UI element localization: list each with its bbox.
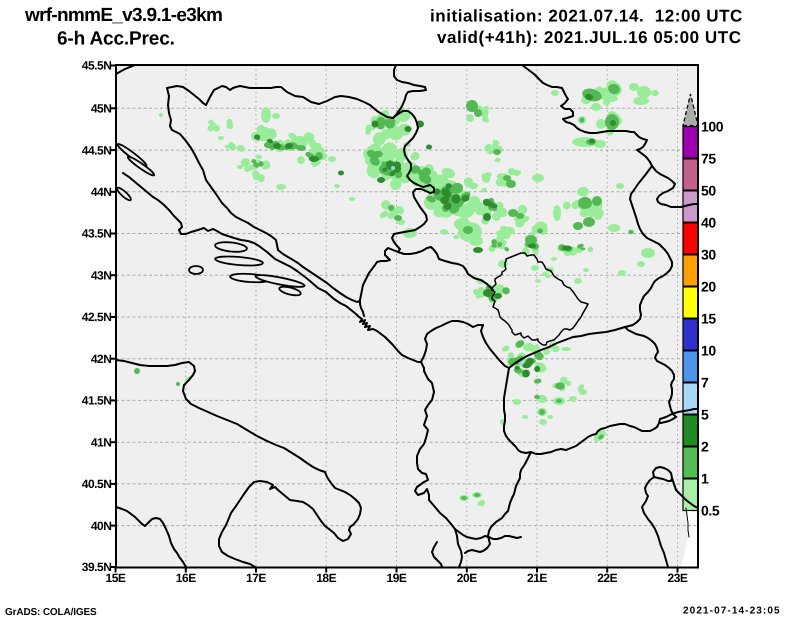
svg-text:15E: 15E xyxy=(105,571,125,585)
svg-text:0.5: 0.5 xyxy=(701,503,720,519)
svg-text:40N: 40N xyxy=(91,519,112,533)
svg-text:43.5N: 43.5N xyxy=(82,227,112,241)
svg-text:75: 75 xyxy=(701,151,716,167)
svg-text:1: 1 xyxy=(701,471,709,487)
svg-text:valid(+41h): 2021.JUL.16 05:00: valid(+41h): 2021.JUL.16 05:00 UTC xyxy=(437,28,742,47)
svg-text:16E: 16E xyxy=(176,571,196,585)
svg-text:15: 15 xyxy=(701,311,716,327)
svg-text:18E: 18E xyxy=(316,571,336,585)
svg-text:30: 30 xyxy=(701,247,716,263)
svg-text:50: 50 xyxy=(701,183,716,199)
svg-text:43N: 43N xyxy=(91,268,112,282)
svg-text:39.5N: 39.5N xyxy=(82,560,112,574)
svg-text:20E: 20E xyxy=(457,571,477,585)
svg-text:45N: 45N xyxy=(91,102,112,116)
svg-text:wrf-nmmE_v3.9.1-e3km: wrf-nmmE_v3.9.1-e3km xyxy=(24,5,222,26)
svg-text:6-h Acc.Prec.: 6-h Acc.Prec. xyxy=(57,29,175,50)
svg-text:10: 10 xyxy=(701,343,716,359)
svg-text:45.5N: 45.5N xyxy=(82,59,112,73)
svg-text:GrADS: COLA/IGES: GrADS: COLA/IGES xyxy=(5,607,97,618)
svg-text:41N: 41N xyxy=(91,435,112,449)
svg-text:5: 5 xyxy=(701,407,709,423)
svg-text:20: 20 xyxy=(701,279,716,295)
svg-text:23E: 23E xyxy=(667,571,687,585)
svg-text:17E: 17E xyxy=(246,571,266,585)
svg-text:2: 2 xyxy=(701,439,709,455)
svg-text:22E: 22E xyxy=(597,571,617,585)
svg-text:40: 40 xyxy=(701,215,716,231)
svg-text:44N: 44N xyxy=(91,185,112,199)
svg-text:19E: 19E xyxy=(386,571,406,585)
svg-text:21E: 21E xyxy=(527,571,547,585)
svg-text:40.5N: 40.5N xyxy=(82,477,112,491)
svg-text:100: 100 xyxy=(701,119,724,135)
svg-text:2021-07-14-23:05: 2021-07-14-23:05 xyxy=(683,606,781,617)
svg-text:44.5N: 44.5N xyxy=(82,143,112,157)
svg-text:7: 7 xyxy=(701,375,709,391)
svg-text:42.5N: 42.5N xyxy=(82,310,112,324)
svg-text:41.5N: 41.5N xyxy=(82,394,112,408)
svg-text:initialisation: 2021.07.14. 1: initialisation: 2021.07.14. 12:00 UTC xyxy=(430,7,743,26)
svg-text:42N: 42N xyxy=(91,352,112,366)
